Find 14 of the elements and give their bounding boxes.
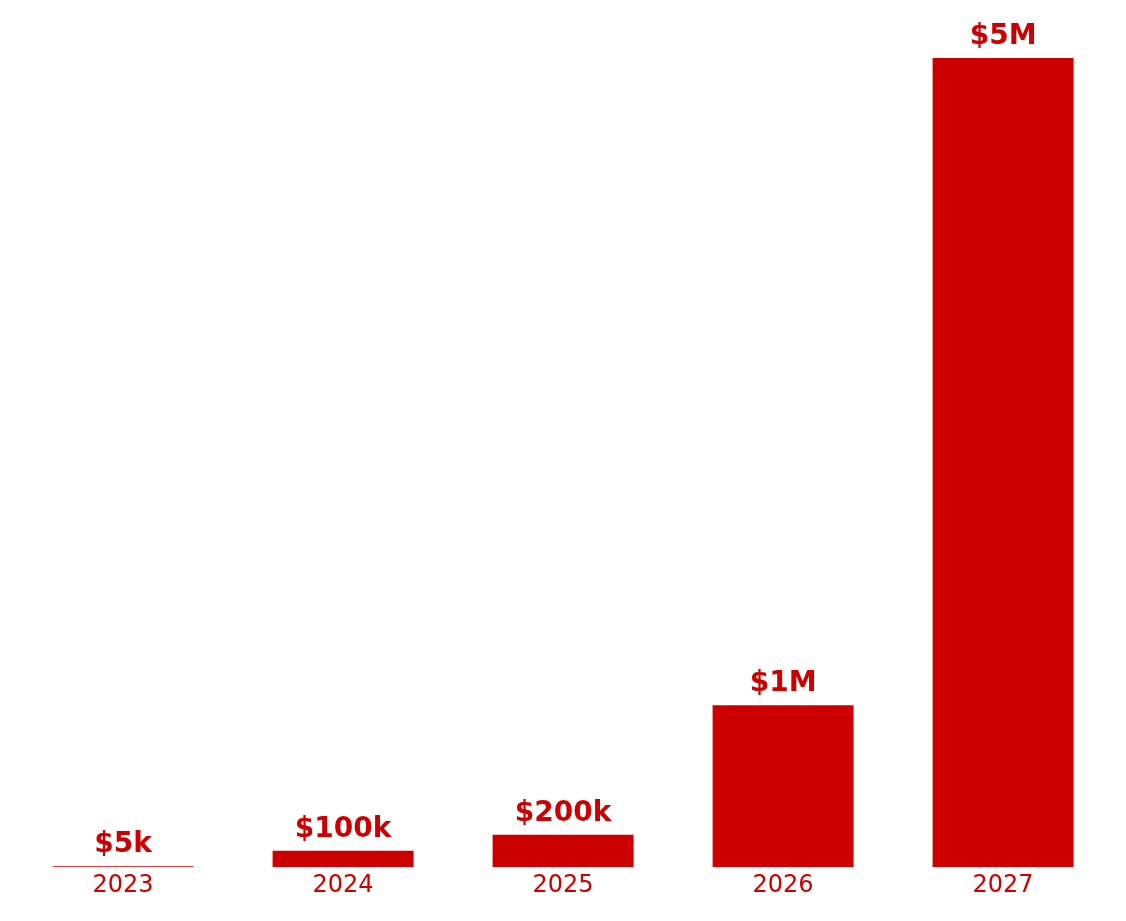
data-label: $1M [749, 665, 817, 699]
x-tick-label: 2023 [92, 870, 154, 899]
data-label: $5M [969, 18, 1037, 51]
x-tick-label: 2024 [312, 870, 374, 899]
bar [712, 705, 854, 867]
x-tick-label: 2027 [972, 870, 1034, 899]
bar [492, 834, 634, 867]
x-tick-label: 2025 [532, 870, 594, 899]
data-label: $5k [94, 826, 154, 860]
bar [272, 850, 414, 867]
x-tick-label: 2026 [752, 870, 814, 899]
bar [932, 58, 1074, 867]
data-label: $100k [294, 810, 393, 844]
data-label: $200k [514, 794, 613, 828]
